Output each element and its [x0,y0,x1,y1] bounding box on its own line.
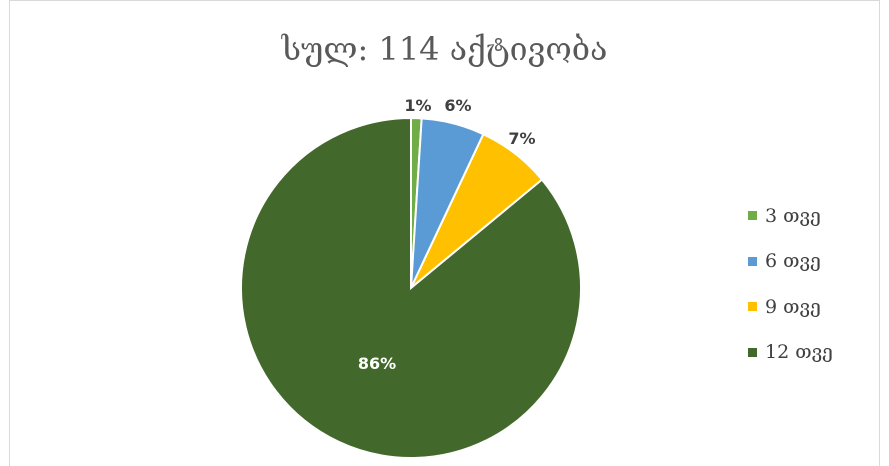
legend-swatch [748,211,757,221]
legend-item: 3 თვე [748,193,833,239]
slice-data-label: 7% [508,129,535,148]
chart-title: სულ: 114 აქტივობა [281,30,608,68]
pie-slice [240,116,582,459]
legend: 3 თვე 6 თვე 9 თვე 12 თვე [748,193,833,375]
legend-swatch [748,256,757,266]
legend-label: 3 თვე [765,204,821,227]
legend-label: 12 თვე [765,341,833,364]
legend-swatch [748,347,757,357]
slice-data-label: 1% [404,96,431,115]
slice-data-label: 6% [444,96,471,115]
legend-item: 12 თვე [748,330,833,376]
legend-label: 6 თვე [765,250,821,273]
legend-label: 9 თვე [765,295,821,318]
slice-data-label: 86% [358,354,396,373]
legend-swatch [748,302,757,312]
legend-item: 9 თვე [748,284,833,330]
legend-item: 6 თვე [748,239,833,285]
